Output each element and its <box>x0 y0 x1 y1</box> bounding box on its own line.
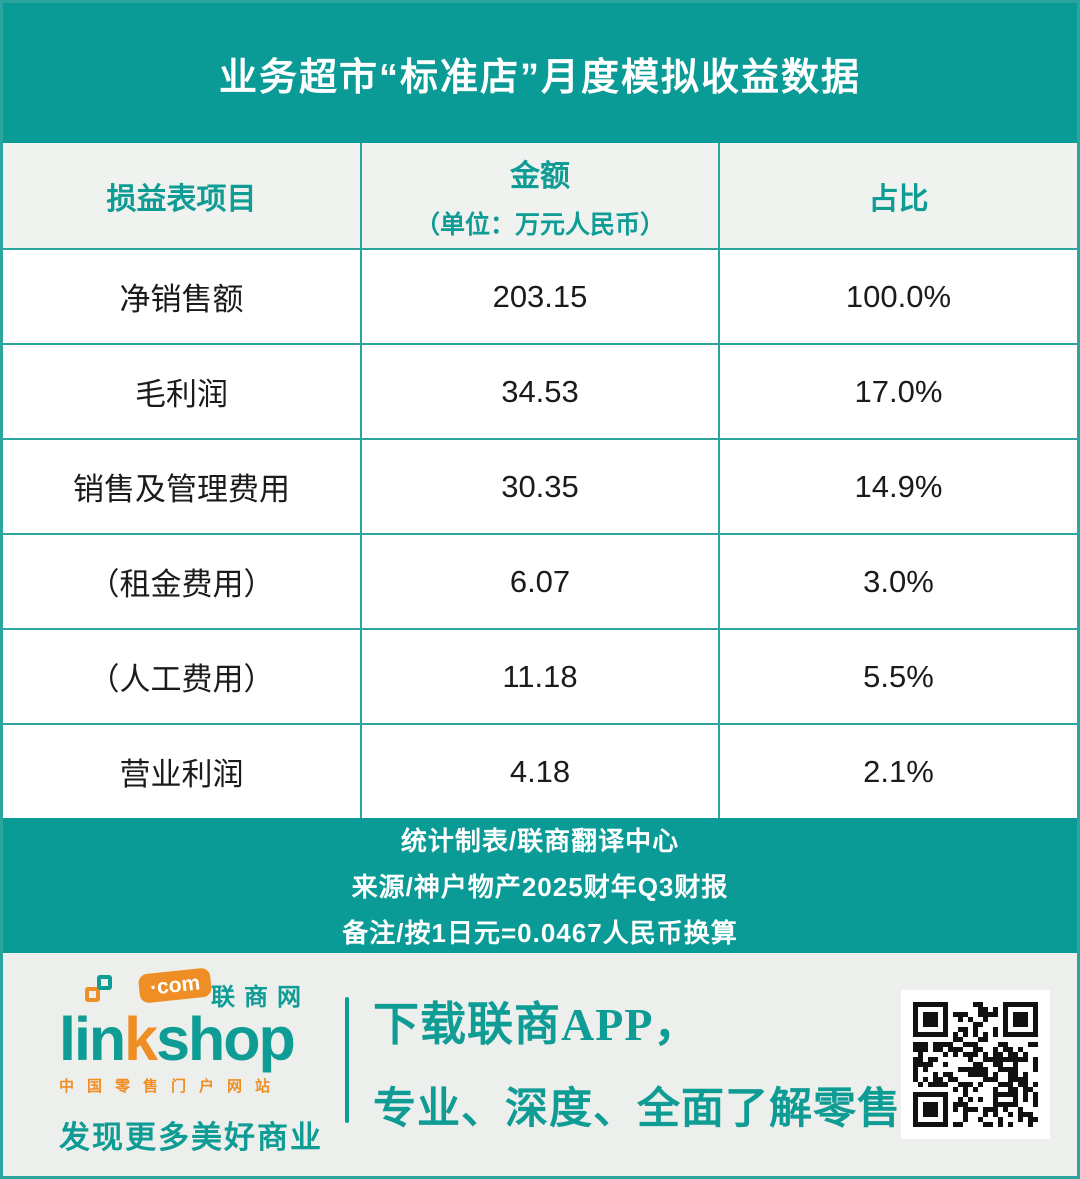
row-share-cell: 5.5% <box>720 630 1077 723</box>
row-amount-cell: 6.07 <box>362 535 718 628</box>
note-remark: 备注/按1日元=0.0467人民币换算 <box>342 918 738 948</box>
logo-top-row: ·com 联商网 <box>59 966 321 1013</box>
logo-slogan: 发现更多美好商业 <box>59 1119 323 1155</box>
header-share: 占比 <box>720 143 1077 248</box>
logo-tagline: 中国零售门户网站 <box>59 1077 284 1095</box>
row-item-cell: （租金费用） <box>3 535 360 628</box>
promo-line2: 专业、深度、全面了解零售 <box>373 1085 901 1133</box>
page-title: 业务超市“标准店”月度模拟收益数据 <box>218 56 861 99</box>
title-band: 业务超市“标准店”月度模拟收益数据 <box>3 3 1077 143</box>
logo-chinese-name: 联商网 <box>211 983 310 1011</box>
logo-wordmark-part: shop <box>156 1004 296 1073</box>
overlapping-squares-icon <box>85 986 100 1002</box>
vertical-divider <box>345 996 349 1123</box>
promo-text: 下载联商APP， 专业、深度、全面了解零售 <box>373 988 901 1136</box>
com-badge: ·com <box>137 966 213 1004</box>
qr-code <box>901 990 1050 1139</box>
header-item: 损益表项目 <box>3 143 360 248</box>
row-share-cell: 3.0% <box>720 535 1077 628</box>
note-credit: 统计制表/联商翻译中心 <box>400 826 680 856</box>
header-item-label: 损益表项目 <box>106 182 257 216</box>
row-item-cell: 销售及管理费用 <box>3 440 360 533</box>
logo-wordmark-k: k <box>124 1004 158 1073</box>
row-item-cell: 营业利润 <box>3 725 360 818</box>
source-notes-band: 统计制表/联商翻译中心 来源/神户物产2025财年Q3财报 备注/按1日元=0.… <box>3 818 1077 953</box>
row-amount-cell: 34.53 <box>362 345 718 438</box>
row-item-cell: （人工费用） <box>3 630 360 723</box>
row-amount-cell: 30.35 <box>362 440 718 533</box>
row-item-cell: 毛利润 <box>3 345 360 438</box>
logo-wordmark: linkshop <box>59 1008 321 1070</box>
header-amount-unit: （单位：万元人民币） <box>414 210 665 239</box>
header-amount: 金额 （单位：万元人民币） <box>362 143 718 248</box>
row-share-cell: 14.9% <box>720 440 1077 533</box>
header-amount-label: 金额 <box>510 159 570 193</box>
row-share-cell: 2.1% <box>720 725 1077 818</box>
row-amount-cell: 4.18 <box>362 725 718 818</box>
income-table: 损益表项目 金额 （单位：万元人民币） 占比 净销售额 203.15 100.0… <box>3 143 1077 818</box>
overlapping-squares-icon <box>97 974 112 990</box>
row-amount-cell: 11.18 <box>362 630 718 723</box>
note-source: 来源/神户物产2025财年Q3财报 <box>351 872 729 902</box>
header-share-label: 占比 <box>868 182 929 216</box>
promo-strip: ·com 联商网 linkshop 中国零售门户网站 发现更多美好商业 下载联商… <box>3 953 1077 1176</box>
row-share-cell: 17.0% <box>720 345 1077 438</box>
linkshop-logo: ·com 联商网 linkshop 中国零售门户网站 发现更多美好商业 <box>59 966 323 1157</box>
row-share-cell: 100.0% <box>720 250 1077 343</box>
row-item-cell: 净销售额 <box>3 250 360 343</box>
promo-line1: 下载联商APP， <box>373 998 701 1050</box>
row-amount-cell: 203.15 <box>362 250 718 343</box>
logo-wordmark-part: lin <box>59 1004 126 1073</box>
